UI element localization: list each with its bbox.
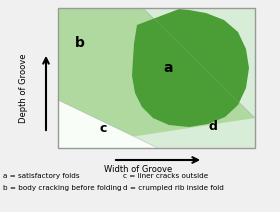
Text: b = body cracking before folding: b = body cracking before folding bbox=[3, 185, 122, 191]
Text: c: c bbox=[99, 121, 107, 134]
Polygon shape bbox=[58, 8, 255, 148]
Text: d: d bbox=[209, 120, 218, 132]
Text: a: a bbox=[163, 61, 173, 75]
Text: b: b bbox=[75, 36, 85, 50]
Bar bbox=[58, 8, 255, 148]
Bar bbox=[58, 8, 255, 148]
Text: Width of Groove: Width of Groove bbox=[104, 166, 172, 174]
Text: a = satisfactory folds: a = satisfactory folds bbox=[3, 173, 80, 179]
Polygon shape bbox=[58, 100, 158, 148]
Text: Depth of Groove: Depth of Groove bbox=[18, 53, 27, 123]
Text: d = crumpled rib inside fold: d = crumpled rib inside fold bbox=[123, 185, 224, 191]
Polygon shape bbox=[132, 9, 249, 127]
Text: c = liner cracks outside: c = liner cracks outside bbox=[123, 173, 208, 179]
